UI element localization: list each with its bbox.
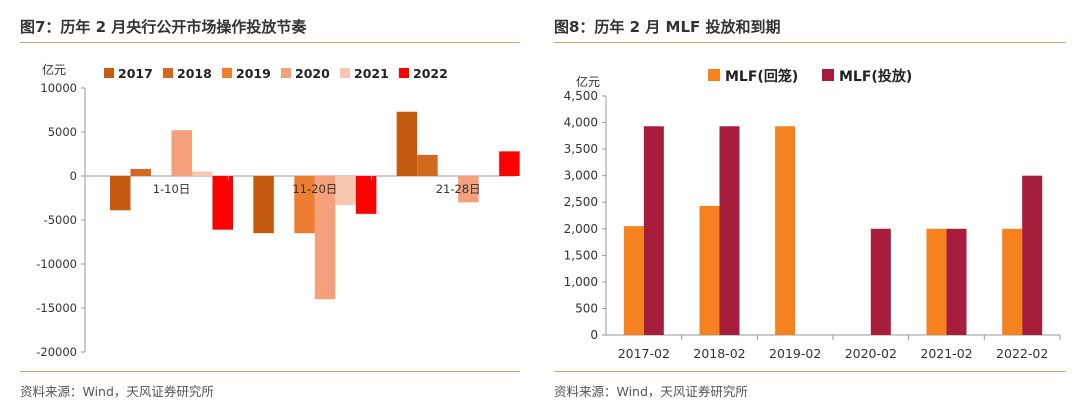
bar-mlf-return-2022-02 (1002, 228, 1023, 335)
bar-2019-2 (294, 176, 315, 234)
legend-label-2019: 2019 (236, 66, 271, 81)
legend-swatch-mlf-return (708, 69, 720, 81)
legend-label-2020: 2020 (295, 66, 330, 81)
legend-label-mlf-return: MLF(回笼) (725, 68, 798, 85)
bar-2017-1 (110, 176, 131, 211)
bar-2022-1 (212, 176, 233, 230)
legend-label-mlf-injection: MLF(投放) (839, 68, 912, 85)
bar-2021-1 (192, 171, 213, 176)
bar-mlf-injection-2020-02 (870, 228, 891, 335)
x-category-label: 21-28日 (436, 182, 481, 196)
bar-mlf-return-2019-02 (775, 126, 796, 335)
y-tick-label: 1,000 (564, 275, 598, 289)
legend-swatch-2017 (104, 68, 114, 78)
legend-swatch-2018 (163, 68, 173, 78)
y-tick-label: 2,500 (564, 195, 598, 209)
x-category-label: 2017-02 (618, 346, 670, 361)
y-tick-label: -10000 (36, 257, 77, 271)
figure-7-panel: 图7：历年 2 月央行公开市场操作投放节奏 亿元 10000 5000 0 -5000 -… (20, 18, 520, 399)
figure-8-chart: 亿元4,500 4,000 3,500 3,000 2,500 2,000 1,500 1,0… (564, 68, 1061, 361)
y-tick-label: -15000 (36, 301, 77, 315)
bar-2018-3 (417, 154, 438, 176)
bar-mlf-injection-2017-02 (643, 126, 664, 335)
y-tick-label: -5000 (44, 213, 77, 227)
x-category-label: 11-20日 (292, 182, 337, 196)
bar-2018-1 (130, 168, 151, 176)
y-tick-label: -20000 (36, 345, 77, 359)
bar-2022-3 (499, 151, 520, 176)
legend-label-2017: 2017 (118, 66, 153, 81)
y-tick-label: 5000 (48, 125, 77, 139)
bar-mlf-injection-2018-02 (719, 126, 740, 335)
y-unit-label: 亿元 (42, 62, 66, 77)
y-tick-label: 500 (575, 301, 598, 315)
legend-swatch-mlf-injection (822, 69, 834, 81)
bar-2017-3 (396, 111, 418, 176)
bar-2017-2 (253, 176, 274, 234)
figure-7-chart: 亿元 10000 5000 0 -5000 -10000 -15000 -20000 1-10日… (36, 62, 520, 359)
legend-swatch-2021 (340, 68, 350, 78)
bar-mlf-return-2017-02 (623, 226, 644, 335)
legend-swatch-2020 (281, 68, 291, 78)
figure-8-bottom-rule (554, 371, 1066, 372)
figure-7-top-rule (20, 42, 520, 43)
figure-7-bottom-rule (20, 371, 520, 372)
y-tick-label: 0 (590, 328, 598, 342)
y-tick-label: 10000 (40, 81, 77, 95)
y-tick-label: 1,500 (564, 248, 598, 262)
legend-label-2021: 2021 (354, 66, 389, 81)
bar-2020-2 (314, 176, 336, 300)
bar-mlf-return-2018-02 (699, 205, 720, 335)
y-tick-label: 4,500 (564, 89, 598, 103)
figure-7-source: 资料来源：Wind，天风证券研究所 (20, 384, 214, 399)
legend-label-2018: 2018 (177, 66, 212, 81)
legend-label-2022: 2022 (413, 66, 448, 81)
x-category-label: 2020-02 (845, 346, 897, 361)
x-category-label: 1-10日 (153, 182, 191, 196)
y-tick-label: 4,000 (564, 116, 598, 130)
figure-8-source: 资料来源：Wind，天风证券研究所 (554, 384, 748, 399)
legend-swatch-2022 (399, 68, 409, 78)
y-tick-label: 3,000 (564, 169, 598, 183)
x-category-label: 2021-02 (920, 346, 972, 361)
bar-2021-2 (335, 176, 356, 206)
y-unit-label: 亿元 (576, 74, 600, 89)
y-tick-label: 0 (70, 169, 77, 183)
bar-2022-2 (355, 176, 377, 214)
figure-8-title: 图8：历年 2 月 MLF 投放和到期 (554, 18, 781, 36)
bar-mlf-injection-2021-02 (946, 228, 967, 335)
bar-2020-3 (458, 176, 479, 203)
legend-swatch-2019 (222, 68, 232, 78)
figure-7-title: 图7：历年 2 月央行公开市场操作投放节奏 (20, 18, 307, 36)
x-category-label: 2019-02 (769, 346, 821, 361)
bar-2020-1 (171, 130, 192, 176)
figure-8-top-rule (554, 42, 1066, 43)
y-tick-label: 3,500 (564, 142, 598, 156)
bar-mlf-injection-2022-02 (1022, 175, 1043, 335)
figure-8-panel: 图8：历年 2 月 MLF 投放和到期 亿元 4,500 4,000 3,500 3,0… (540, 0, 1080, 409)
y-tick-label: 2,000 (564, 222, 598, 236)
bar-mlf-return-2021-02 (926, 228, 947, 335)
x-category-label: 2022-02 (996, 346, 1048, 361)
x-category-label: 2018-02 (693, 346, 745, 361)
